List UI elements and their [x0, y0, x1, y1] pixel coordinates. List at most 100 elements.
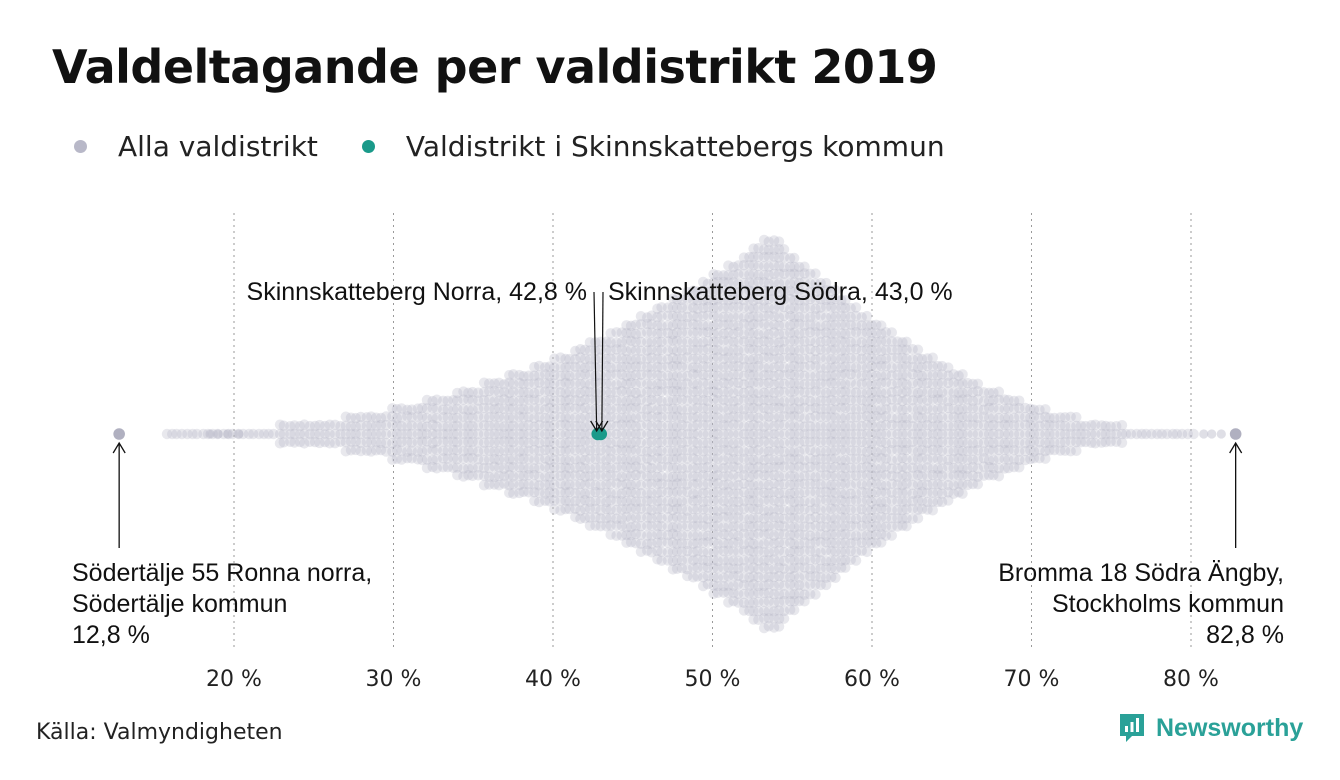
swarm-point [788, 538, 800, 550]
swarm-point [826, 377, 837, 389]
swarm-point [794, 336, 805, 347]
swarm-point [1120, 428, 1132, 440]
swarm-point [564, 479, 575, 490]
swarm-point [493, 377, 505, 389]
swarm-point [478, 470, 490, 482]
swarm-point [758, 352, 770, 363]
swarm-point [763, 244, 774, 255]
swarm-point [652, 471, 663, 483]
swarm-point [733, 385, 744, 397]
swarm-point [652, 445, 663, 457]
swarm-point [555, 454, 566, 465]
swarm-point [836, 428, 847, 440]
swarm-point [692, 438, 703, 449]
swarm-point [314, 428, 325, 440]
swarm-point [957, 394, 968, 405]
swarm-point [763, 579, 774, 590]
swarm-point [794, 446, 805, 457]
swarm-point [948, 436, 959, 448]
swarm-point [784, 446, 796, 457]
swarm-point [656, 370, 667, 382]
swarm-point [850, 353, 862, 364]
swarm-point [697, 377, 709, 389]
arrow-head [595, 420, 609, 433]
swarm-point [421, 428, 433, 440]
swarm-point [472, 470, 484, 481]
brand: Newsworthy [1118, 712, 1303, 744]
swarm-point [335, 420, 346, 432]
swarm-point [682, 436, 693, 447]
swarm-point [518, 436, 529, 447]
swarm-point [794, 496, 805, 507]
swarm-point [416, 411, 428, 422]
swarm-point [688, 336, 699, 347]
swarm-point [810, 286, 821, 297]
swarm-point [575, 387, 586, 399]
swarm-point [738, 512, 750, 523]
swarm-point [830, 453, 841, 464]
swarm-point [708, 269, 719, 280]
swarm-point [788, 604, 800, 616]
swarm-point [815, 428, 826, 440]
swarm-point [682, 378, 693, 389]
swarm-point [723, 521, 734, 532]
swarm-point [304, 420, 316, 432]
swarm-point [529, 479, 540, 490]
swarm-point [788, 411, 800, 422]
swarm-point [784, 261, 796, 272]
swarm-point [1028, 446, 1040, 457]
swarm-point [702, 470, 714, 482]
swarm-point [544, 361, 555, 372]
swarm-point [611, 462, 622, 473]
swarm-point [584, 354, 596, 365]
swarm-point [810, 579, 821, 590]
swarm-point [815, 310, 826, 321]
swarm-point [646, 310, 657, 321]
swarm-point [948, 387, 959, 398]
swarm-point [916, 480, 928, 491]
swarm-point [396, 403, 407, 414]
swarm-point [1034, 412, 1045, 424]
swarm-point [723, 420, 734, 431]
swarm-point [826, 403, 837, 415]
swarm-point [967, 395, 979, 407]
swarm-point [1161, 428, 1173, 440]
swarm-point [630, 396, 642, 407]
swarm-point [753, 251, 764, 263]
swarm-point [876, 428, 887, 440]
swarm-point [763, 446, 774, 457]
swarm-point [646, 446, 657, 457]
swarm-point [514, 377, 525, 389]
swarm-point [805, 319, 816, 330]
swarm-point [427, 461, 438, 473]
swarm-point [748, 538, 759, 550]
swarm-point [646, 470, 657, 481]
swarm-point [753, 469, 764, 481]
swarm-point [850, 521, 862, 532]
x-tick-label: 20 % [206, 667, 262, 692]
swarm-point [493, 386, 505, 398]
annotations: Södertälje 55 Ronna norra,Södertälje kom… [72, 278, 1284, 649]
swarm-point [274, 419, 286, 430]
swarm-point [753, 503, 764, 515]
swarm-point [642, 395, 653, 407]
swarm-point [728, 403, 739, 415]
swarm-point [744, 395, 755, 406]
swarm-point [871, 470, 882, 482]
swarm-point [692, 311, 703, 323]
swarm-point [708, 471, 719, 482]
swarm-point [595, 462, 606, 473]
swarm-point [723, 352, 734, 363]
swarm-point [667, 454, 679, 465]
swarm-point [467, 394, 478, 406]
swarm-point [595, 496, 606, 507]
swarm-point [682, 453, 693, 464]
swarm-point [1071, 445, 1082, 457]
swarm-point [778, 268, 790, 280]
swarm-point [753, 311, 764, 323]
swarm-point [642, 361, 653, 373]
swarm-point [943, 411, 954, 423]
swarm-point [916, 386, 928, 397]
swarm-point [738, 421, 750, 432]
swarm-point [810, 520, 821, 532]
